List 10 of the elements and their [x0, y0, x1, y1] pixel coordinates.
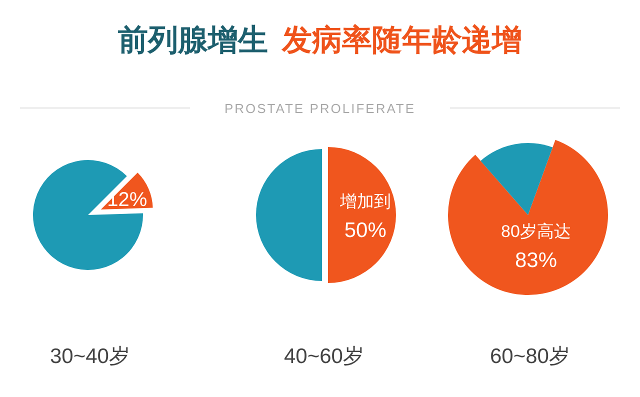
data-label: 50% — [344, 219, 386, 242]
text: 30~40岁 — [50, 345, 130, 368]
text: 80岁高达 — [501, 222, 571, 241]
data-label: 83% — [514, 249, 558, 272]
text: 60~80岁 — [490, 345, 570, 368]
text: PROSTATE PROLIFERATE — [224, 101, 416, 116]
text: 增加到 — [338, 192, 391, 211]
text: 40~60岁 — [284, 345, 364, 368]
text: 前列腺增生 — [118, 24, 268, 57]
text: 发病率随年龄递增 — [281, 23, 522, 57]
